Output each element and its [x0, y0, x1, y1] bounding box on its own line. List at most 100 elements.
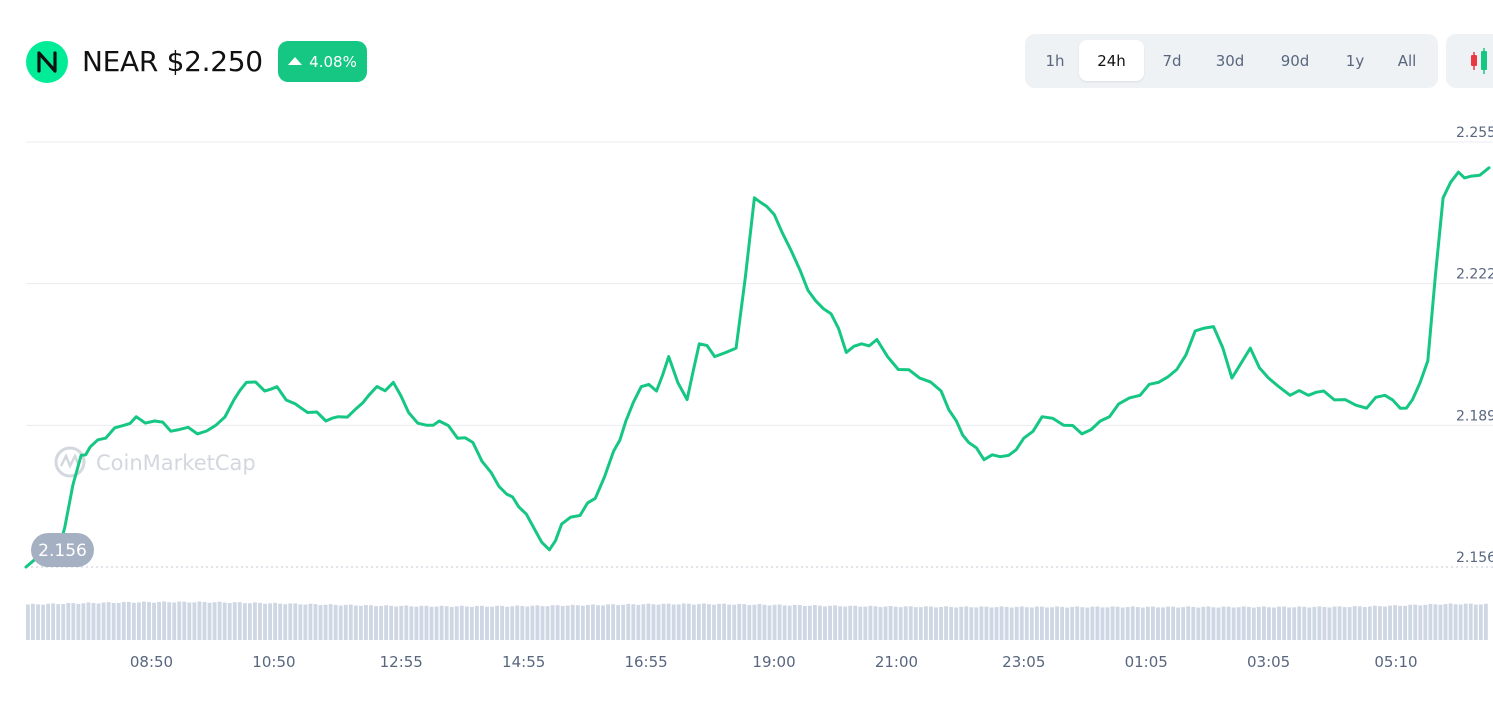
volume-bar: [182, 601, 187, 640]
volume-bar: [752, 604, 757, 640]
volume-bar: [535, 605, 540, 640]
volume-bar: [823, 606, 827, 640]
volume-bar: [152, 602, 156, 640]
volume-bar: [1115, 606, 1120, 640]
volume-bar: [944, 606, 949, 640]
volume-bar: [818, 605, 822, 640]
range-button-all[interactable]: All: [1397, 51, 1417, 70]
volume-bar: [1352, 606, 1357, 640]
volume-bar: [1065, 607, 1070, 640]
volume-bar: [237, 602, 242, 640]
volume-bar: [550, 605, 555, 640]
volume-bar: [1125, 607, 1130, 640]
volume-bar: [515, 605, 520, 640]
volume-bar: [1297, 606, 1302, 640]
volume-bar: [1196, 607, 1201, 640]
volume-bar: [757, 604, 762, 640]
volume-bar: [908, 606, 913, 640]
volume-bar: [41, 604, 45, 640]
chart-type-toggle[interactable]: [1446, 34, 1493, 88]
price-change-value: 4.08%: [309, 52, 357, 71]
volume-bar: [1110, 606, 1115, 640]
volume-bar: [686, 603, 691, 640]
volume-bar: [1171, 606, 1176, 640]
volume-bar: [666, 603, 671, 640]
volume-bar: [364, 605, 368, 640]
volume-bar: [177, 601, 182, 640]
volume-bar: [217, 601, 222, 640]
volume-bar: [1166, 606, 1170, 640]
volume-bar: [404, 605, 409, 640]
volume-bar: [1272, 607, 1276, 640]
volume-bar: [1221, 606, 1226, 640]
volume-bar: [681, 603, 686, 640]
volume-bar: [792, 604, 797, 640]
volume-bar: [959, 606, 964, 640]
volume-bar: [1307, 607, 1312, 640]
volume-bar: [303, 604, 308, 640]
volume-bar: [495, 605, 500, 640]
volume-bar: [91, 603, 96, 640]
range-button-1h[interactable]: 1h: [1045, 51, 1065, 70]
chart-header: NEAR $2.250 4.08% 1h 24h 7d 30d 90d 1y A…: [0, 0, 1493, 110]
range-button-24h[interactable]: 24h: [1079, 40, 1144, 81]
x-tick-label: 12:55: [380, 653, 423, 671]
range-button-30d[interactable]: 30d: [1215, 51, 1245, 70]
near-logo-icon: [26, 41, 68, 83]
volume-bar: [1403, 605, 1408, 640]
volume-bar: [883, 606, 888, 640]
y-tick-label: 2.222: [1456, 267, 1493, 283]
x-tick-label: 16:55: [624, 653, 667, 671]
volume-bar: [328, 604, 333, 640]
volume-bar: [787, 605, 792, 640]
volume-bar: [1075, 606, 1080, 640]
price-chart-svg[interactable]: CoinMarketCap 2.156 2.189 2.222 2.255 08:50…: [0, 110, 1493, 720]
y-tick-label: 2.156: [1456, 550, 1493, 566]
x-tick-label: 14:55: [502, 653, 545, 671]
y-axis-labels: 2.156 2.189 2.222 2.255: [1456, 125, 1493, 566]
volume-bar: [131, 602, 136, 640]
price-chart[interactable]: CoinMarketCap 2.156 2.189 2.222 2.255 08:50…: [0, 110, 1493, 720]
volume-bar: [843, 606, 848, 640]
range-button-90d[interactable]: 90d: [1280, 51, 1310, 70]
volume-bar: [580, 605, 585, 640]
grid-lines: [26, 141, 1493, 568]
volume-bar: [797, 604, 802, 640]
volume-bar: [424, 605, 429, 640]
volume-bar: [570, 604, 575, 640]
volume-bar: [1085, 607, 1090, 640]
volume-bar: [444, 606, 449, 640]
volume-bar: [474, 606, 479, 640]
volume-bar: [308, 603, 313, 640]
volume-bar: [429, 606, 434, 640]
volume-bar: [606, 604, 610, 640]
volume-bar: [66, 603, 71, 640]
volume-bar: [964, 606, 969, 640]
volume-bar: [136, 602, 141, 640]
volume-bar: [1034, 606, 1039, 640]
volume-bar: [464, 606, 469, 640]
volume-bar: [1468, 603, 1473, 640]
volume-bar: [1337, 606, 1342, 640]
volume-bar: [1070, 606, 1075, 640]
volume-bar: [560, 606, 565, 640]
range-button-7d[interactable]: 7d: [1162, 51, 1182, 70]
volume-bar: [545, 606, 550, 640]
volume-bar: [641, 604, 646, 640]
volume-bar: [888, 605, 893, 640]
volume-bar: [596, 605, 600, 640]
volume-bar: [106, 602, 111, 640]
volume-bar: [702, 603, 706, 640]
range-button-1y[interactable]: 1y: [1345, 51, 1365, 70]
volume-bar: [1443, 604, 1448, 640]
volume-bar: [1423, 604, 1428, 640]
volume-bar: [1398, 605, 1403, 640]
volume-bar: [994, 607, 999, 640]
y-tick-label: 2.189: [1456, 408, 1493, 424]
volume-bar: [192, 602, 197, 640]
volume-bar: [1014, 606, 1019, 640]
volume-bar: [611, 604, 616, 640]
volume-bar: [1181, 607, 1186, 640]
volume-bar: [26, 604, 30, 640]
volume-bar: [999, 606, 1004, 640]
